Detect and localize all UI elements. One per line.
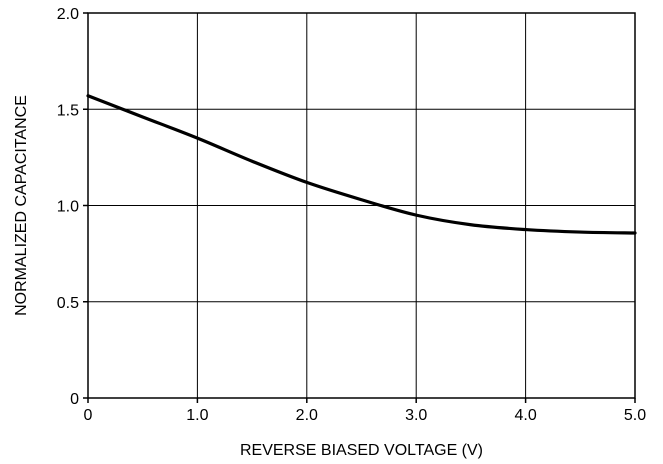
x-tick-label: 5.0 (624, 407, 646, 424)
x-tick-label: 0 (84, 407, 93, 424)
y-tick-label: 1.0 (57, 199, 79, 216)
series-line (86, 94, 637, 235)
x-axis-ticks: 0 1.0 2.0 3.0 4.0 5.0 (84, 398, 646, 424)
x-tick-label: 1.0 (186, 407, 208, 424)
x-axis-title: REVERSE BIASED VOLTAGE (V) (240, 442, 483, 459)
grid-lines (87, 12, 636, 399)
y-tick-label: 0 (70, 391, 79, 408)
y-tick-label: 1.5 (57, 102, 79, 119)
x-tick-label: 4.0 (514, 407, 536, 424)
y-axis-ticks: 0 0.5 1.0 1.5 2.0 (57, 6, 88, 408)
x-tick-label: 3.0 (405, 407, 427, 424)
y-axis-title: NORMALIZED CAPACITANCE (13, 95, 30, 316)
y-tick-label: 0.5 (57, 295, 79, 312)
x-tick-label: 2.0 (296, 407, 318, 424)
series-group (86, 94, 637, 235)
y-tick-label: 2.0 (57, 6, 79, 23)
